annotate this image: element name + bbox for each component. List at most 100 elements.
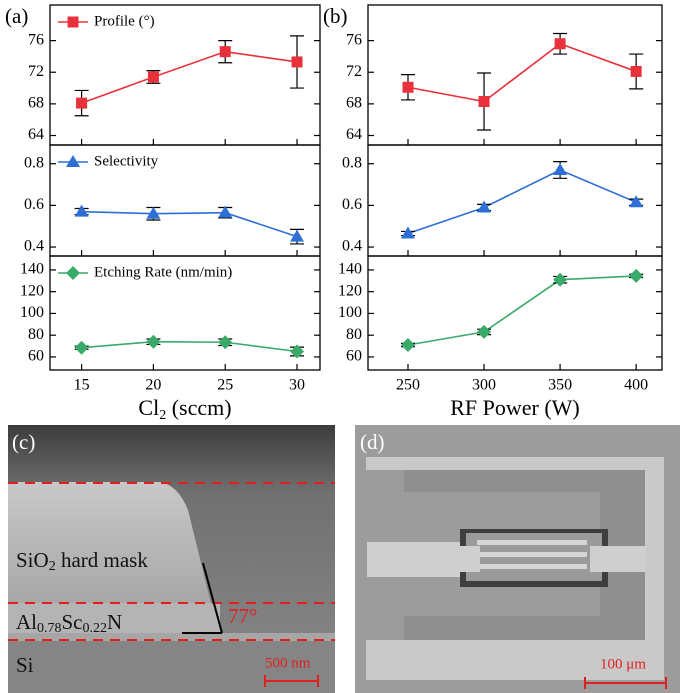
series-line [81,340,298,353]
x-tick-label: 20 [145,377,161,394]
x-tick-label: 400 [624,377,648,394]
panel-label: (a) [5,4,28,28]
marker [146,206,161,219]
marker [74,204,89,217]
marker [629,268,644,283]
marker [76,97,88,109]
y-tick-label: 80 [346,326,362,343]
marker [147,71,159,83]
y-tick-label: 120 [20,282,44,299]
plot-frame [49,144,321,257]
text: Al [16,610,37,634]
marker [218,205,233,218]
text: SiO [16,548,49,572]
marker [630,65,642,77]
series-line [81,210,298,238]
subscript: 0.78 [37,621,62,636]
marker [74,340,89,355]
y-tick-label: 72 [346,63,362,80]
marker [401,337,416,352]
y-tick-label: 64 [28,126,44,143]
x-tick-label: 30 [289,377,305,394]
y-tick-label: 60 [346,348,362,365]
y-tick-label: 0.8 [342,154,362,171]
y-tick-label: 100 [338,304,362,321]
subscript: 2 [49,559,56,574]
y-tick-label: 80 [28,326,44,343]
legend-label: Etching Rate (nm/min) [94,264,232,280]
legend-marker [66,266,80,280]
subscript: 0.22 [83,621,108,636]
marker [146,334,161,349]
sem-image-c: (c) SiO2 hard mask Al0.78Sc0.22N Si 77° … [8,425,335,693]
series-line [407,169,637,235]
x-tick-label: 350 [548,377,572,394]
marker [290,229,305,242]
y-tick-label: 76 [28,31,44,48]
x-axis-label-part: RF Power (W) [450,395,580,420]
legend-label: Selectivity [94,153,159,169]
x-tick-label: 15 [74,377,90,394]
marker [553,162,568,175]
marker [290,344,305,359]
y-tick-label: 76 [346,31,362,48]
plot-frame [367,144,663,257]
marker [401,226,416,239]
y-tick-label: 120 [338,282,362,299]
x-tick-label: 300 [472,377,496,394]
sem-image-d: (d) 100 μm [355,425,680,693]
x-axis-label-part: Cl [138,395,159,420]
x-axis-label: Cl2 (sccm) [138,395,231,423]
plot-frame [367,255,663,371]
panel-label: (b) [323,4,348,28]
marker [554,38,566,50]
y-tick-label: 64 [346,126,362,143]
text: N [107,610,122,634]
x-axis-label-part: 2 [159,408,166,423]
y-tick-label: 68 [28,95,44,112]
y-tick-label: 100 [20,304,44,321]
y-tick-label: 60 [28,348,44,365]
plot-frame [49,4,321,146]
y-tick-label: 68 [346,95,362,112]
series-line [407,42,637,103]
y-tick-label: 0.8 [24,154,44,171]
series-line [81,50,298,104]
marker [553,272,568,287]
marker [477,200,492,213]
angle-label: 77° [228,604,257,628]
legend-marker [66,155,80,167]
y-tick-label: 140 [20,261,44,278]
marker [478,95,490,107]
legend-label: Profile (°) [94,13,155,29]
y-tick-label: 0.6 [24,196,44,213]
marker [291,56,303,68]
panel-label: (d) [360,430,385,454]
marker [402,81,414,93]
scale-label: 500 nm [265,655,311,671]
y-tick-label: 140 [338,261,362,278]
y-tick-label: 0.4 [24,238,44,255]
marker [218,335,233,350]
y-tick-label: 0.6 [342,196,362,213]
legend-marker [67,16,79,28]
text: Sc [62,610,83,634]
scale-label: 100 μm [600,656,646,672]
series-line [407,275,637,346]
marker [477,324,492,339]
layer-label: SiO2 hard mask [16,548,148,574]
layer-label: Al0.78Sc0.22N [16,610,122,636]
panel-label: (c) [12,430,35,454]
y-tick-label: 72 [28,63,44,80]
x-tick-label: 250 [396,377,420,394]
text: hard mask [56,548,149,572]
x-tick-label: 25 [217,377,233,394]
substrate-label: Si [16,653,34,677]
marker [219,46,231,58]
x-axis-label: RF Power (W) [450,395,580,420]
y-tick-label: 0.4 [342,238,362,255]
marker [629,195,644,208]
x-axis-label-part: (sccm) [166,395,231,420]
